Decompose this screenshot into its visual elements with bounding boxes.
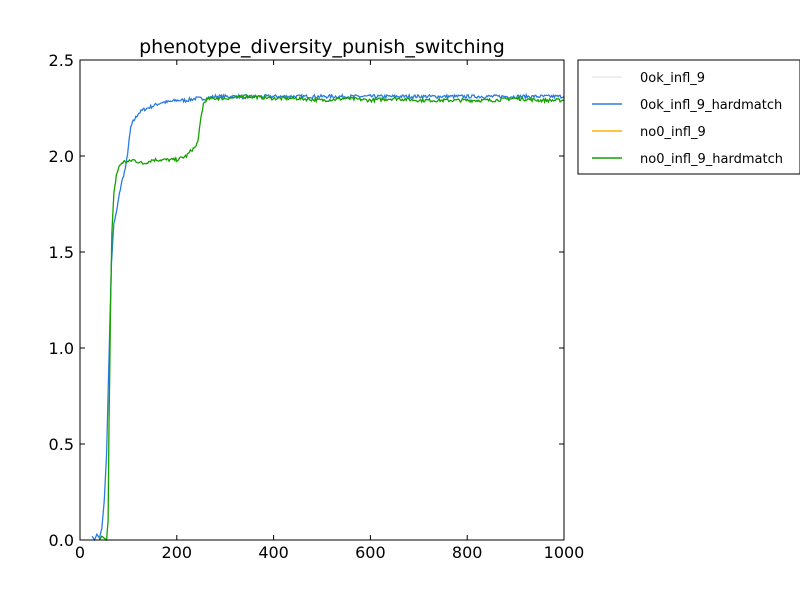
series-line-0ok_infl_9_hardmatch xyxy=(91,92,565,542)
y-tick-label: 1.5 xyxy=(49,243,74,262)
y-tick-label: 0.0 xyxy=(49,531,74,550)
series-line-no0_infl_9_hardmatch xyxy=(98,93,565,542)
x-tick-label: 1000 xyxy=(544,543,585,562)
legend-label: 0ok_infl_9_hardmatch xyxy=(640,98,782,113)
x-tick-label: 200 xyxy=(162,543,193,562)
series-layer xyxy=(91,92,565,542)
x-tick-label: 600 xyxy=(355,543,386,562)
y-tick-label: 0.5 xyxy=(49,435,74,454)
legend: 0ok_infl_9 0ok_infl_9_hardmatch no0_infl_9… xyxy=(577,59,800,175)
x-tick-label: 0 xyxy=(75,543,85,562)
plot-frame xyxy=(80,60,564,540)
chart-title: phenotype_diversity_punish_switching xyxy=(139,36,505,58)
legend-label: 0ok_infl_9 xyxy=(640,71,705,86)
ticks-layer: 0 200 400 600 800 1000 0.0 0.5 1.0 1.5 2.0 2.5 xyxy=(49,51,585,562)
plot-area: 0 200 400 600 800 1000 0.0 0.5 1.0 1.5 2.0 2.5 xyxy=(49,51,585,562)
y-tick-label: 2.5 xyxy=(49,51,74,70)
x-tick-label: 400 xyxy=(258,543,289,562)
y-tick-label: 2.0 xyxy=(49,147,74,166)
legend-label: no0_infl_9 xyxy=(640,125,706,140)
legend-box xyxy=(577,59,800,175)
y-tick-label: 1.0 xyxy=(49,339,74,358)
x-tick-label: 800 xyxy=(452,543,483,562)
plot-border xyxy=(79,59,565,541)
legend-label: no0_infl_9_hardmatch xyxy=(640,152,783,167)
